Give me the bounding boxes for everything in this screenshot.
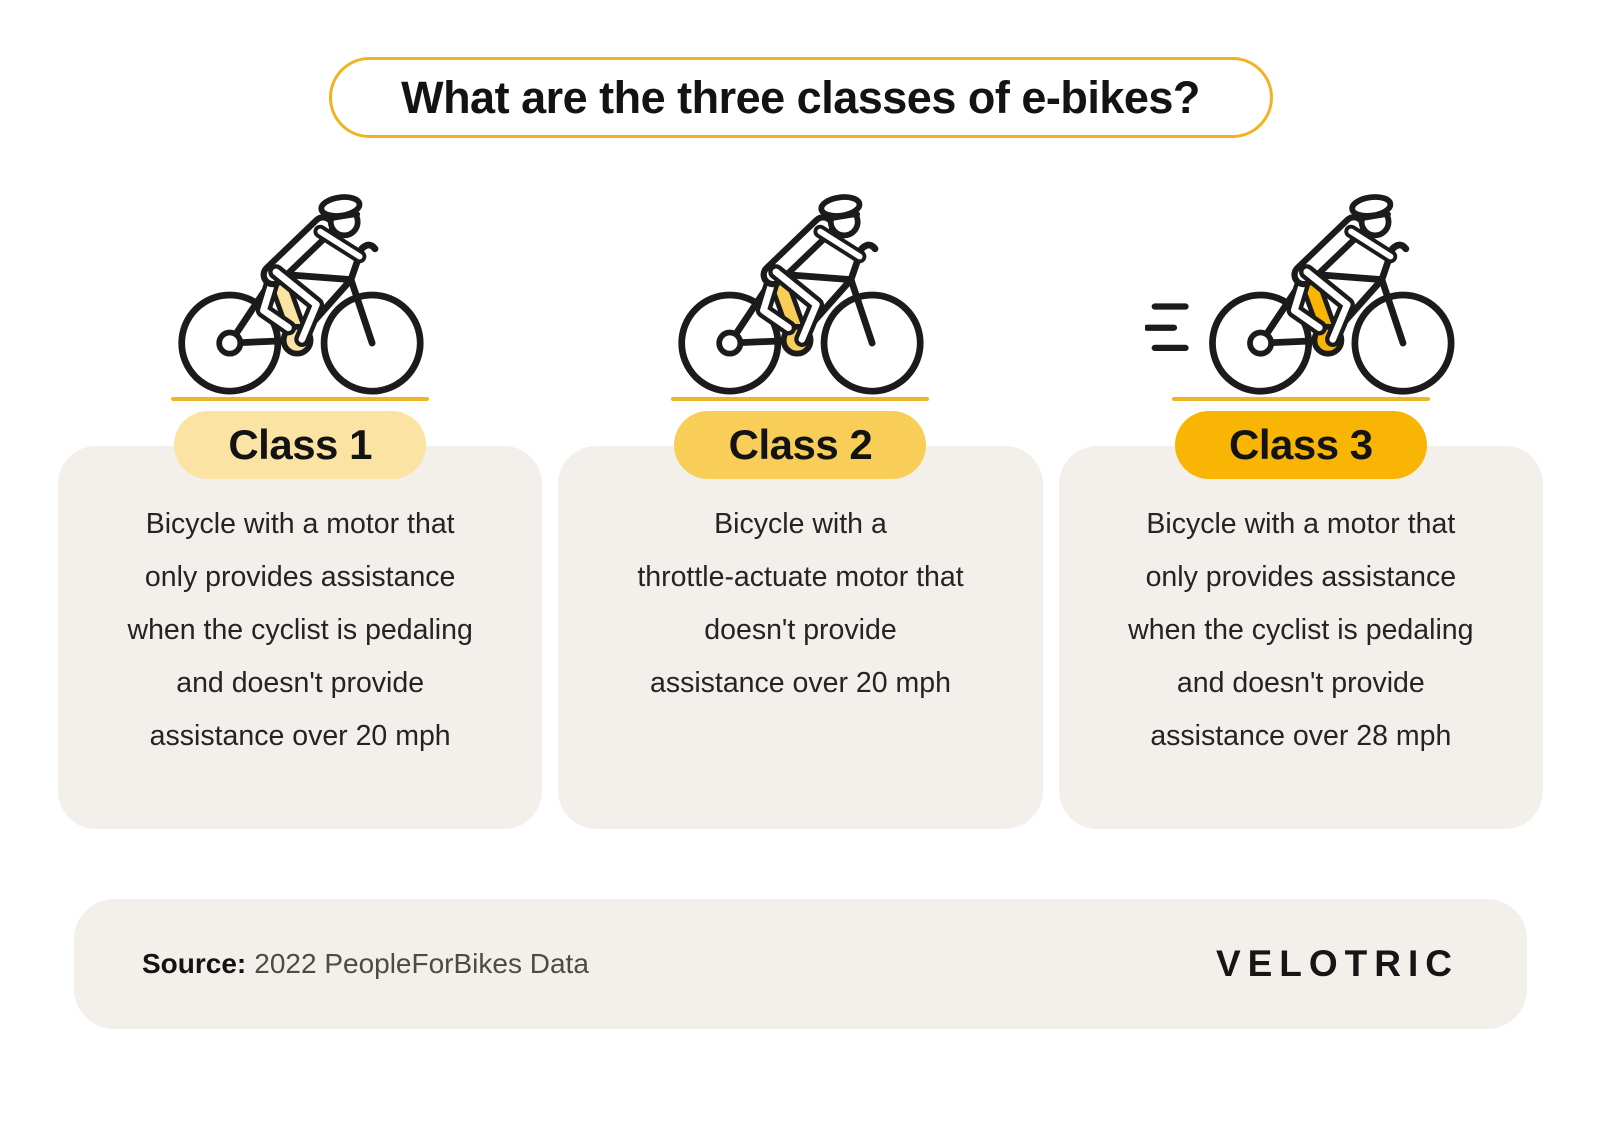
bike-area-1: [58, 138, 542, 397]
speed-lines-icon: [1144, 303, 1189, 352]
class-3-card: Bicycle with a motor that only provides …: [1058, 445, 1543, 829]
brand-logo: VELOTRIC: [1215, 942, 1459, 984]
class-1-description: Bicycle with a motor that only provides …: [127, 507, 473, 752]
class-columns: Class 1 Bicycle with a motor that only p…: [58, 138, 1543, 829]
source-text: 2022 PeopleForBikes Data: [254, 947, 589, 979]
class-column-1: Class 1 Bicycle with a motor that only p…: [58, 138, 543, 829]
class-1-label: Class 1: [228, 420, 372, 468]
ground-line: [171, 397, 430, 401]
class-2-badge: Class 2: [674, 410, 927, 479]
source-line: Source: 2022 PeopleForBikes Data: [142, 948, 589, 980]
cyclist-speeding-icon: [1144, 194, 1455, 395]
page-title: What are the three classes of e-bikes?: [401, 71, 1200, 123]
cyclist-icon: [678, 194, 925, 395]
class-3-label: Class 3: [1229, 420, 1373, 468]
class-1-card: Bicycle with a motor that only provides …: [58, 445, 543, 829]
class-1-badge: Class 1: [174, 410, 427, 479]
footer-bar: Source: 2022 PeopleForBikes Data VELOTRIC: [74, 898, 1527, 1029]
title-pill: What are the three classes of e-bikes?: [328, 57, 1273, 138]
source-label: Source:: [142, 947, 247, 979]
class-column-2: Class 2 Bicycle with a throttle-actuate …: [558, 138, 1043, 829]
bike-area-3: [1059, 138, 1543, 397]
bike-area-2: [558, 138, 1042, 397]
ground-line: [1171, 397, 1430, 401]
cyclist-icon: [178, 194, 424, 395]
class-2-description: Bicycle with a throttle-actuate motor th…: [637, 507, 964, 699]
class-2-label: Class 2: [728, 420, 873, 468]
class-3-description: Bicycle with a motor that only provides …: [1128, 507, 1474, 752]
class-column-3: Class 3 Bicycle with a motor that only p…: [1058, 138, 1543, 829]
class-2-card: Bicycle with a throttle-actuate motor th…: [558, 445, 1043, 829]
ground-line: [671, 397, 930, 401]
class-3-badge: Class 3: [1174, 410, 1427, 479]
